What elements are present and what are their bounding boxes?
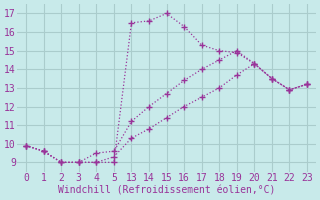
X-axis label: Windchill (Refroidissement éolien,°C): Windchill (Refroidissement éolien,°C): [58, 186, 275, 196]
